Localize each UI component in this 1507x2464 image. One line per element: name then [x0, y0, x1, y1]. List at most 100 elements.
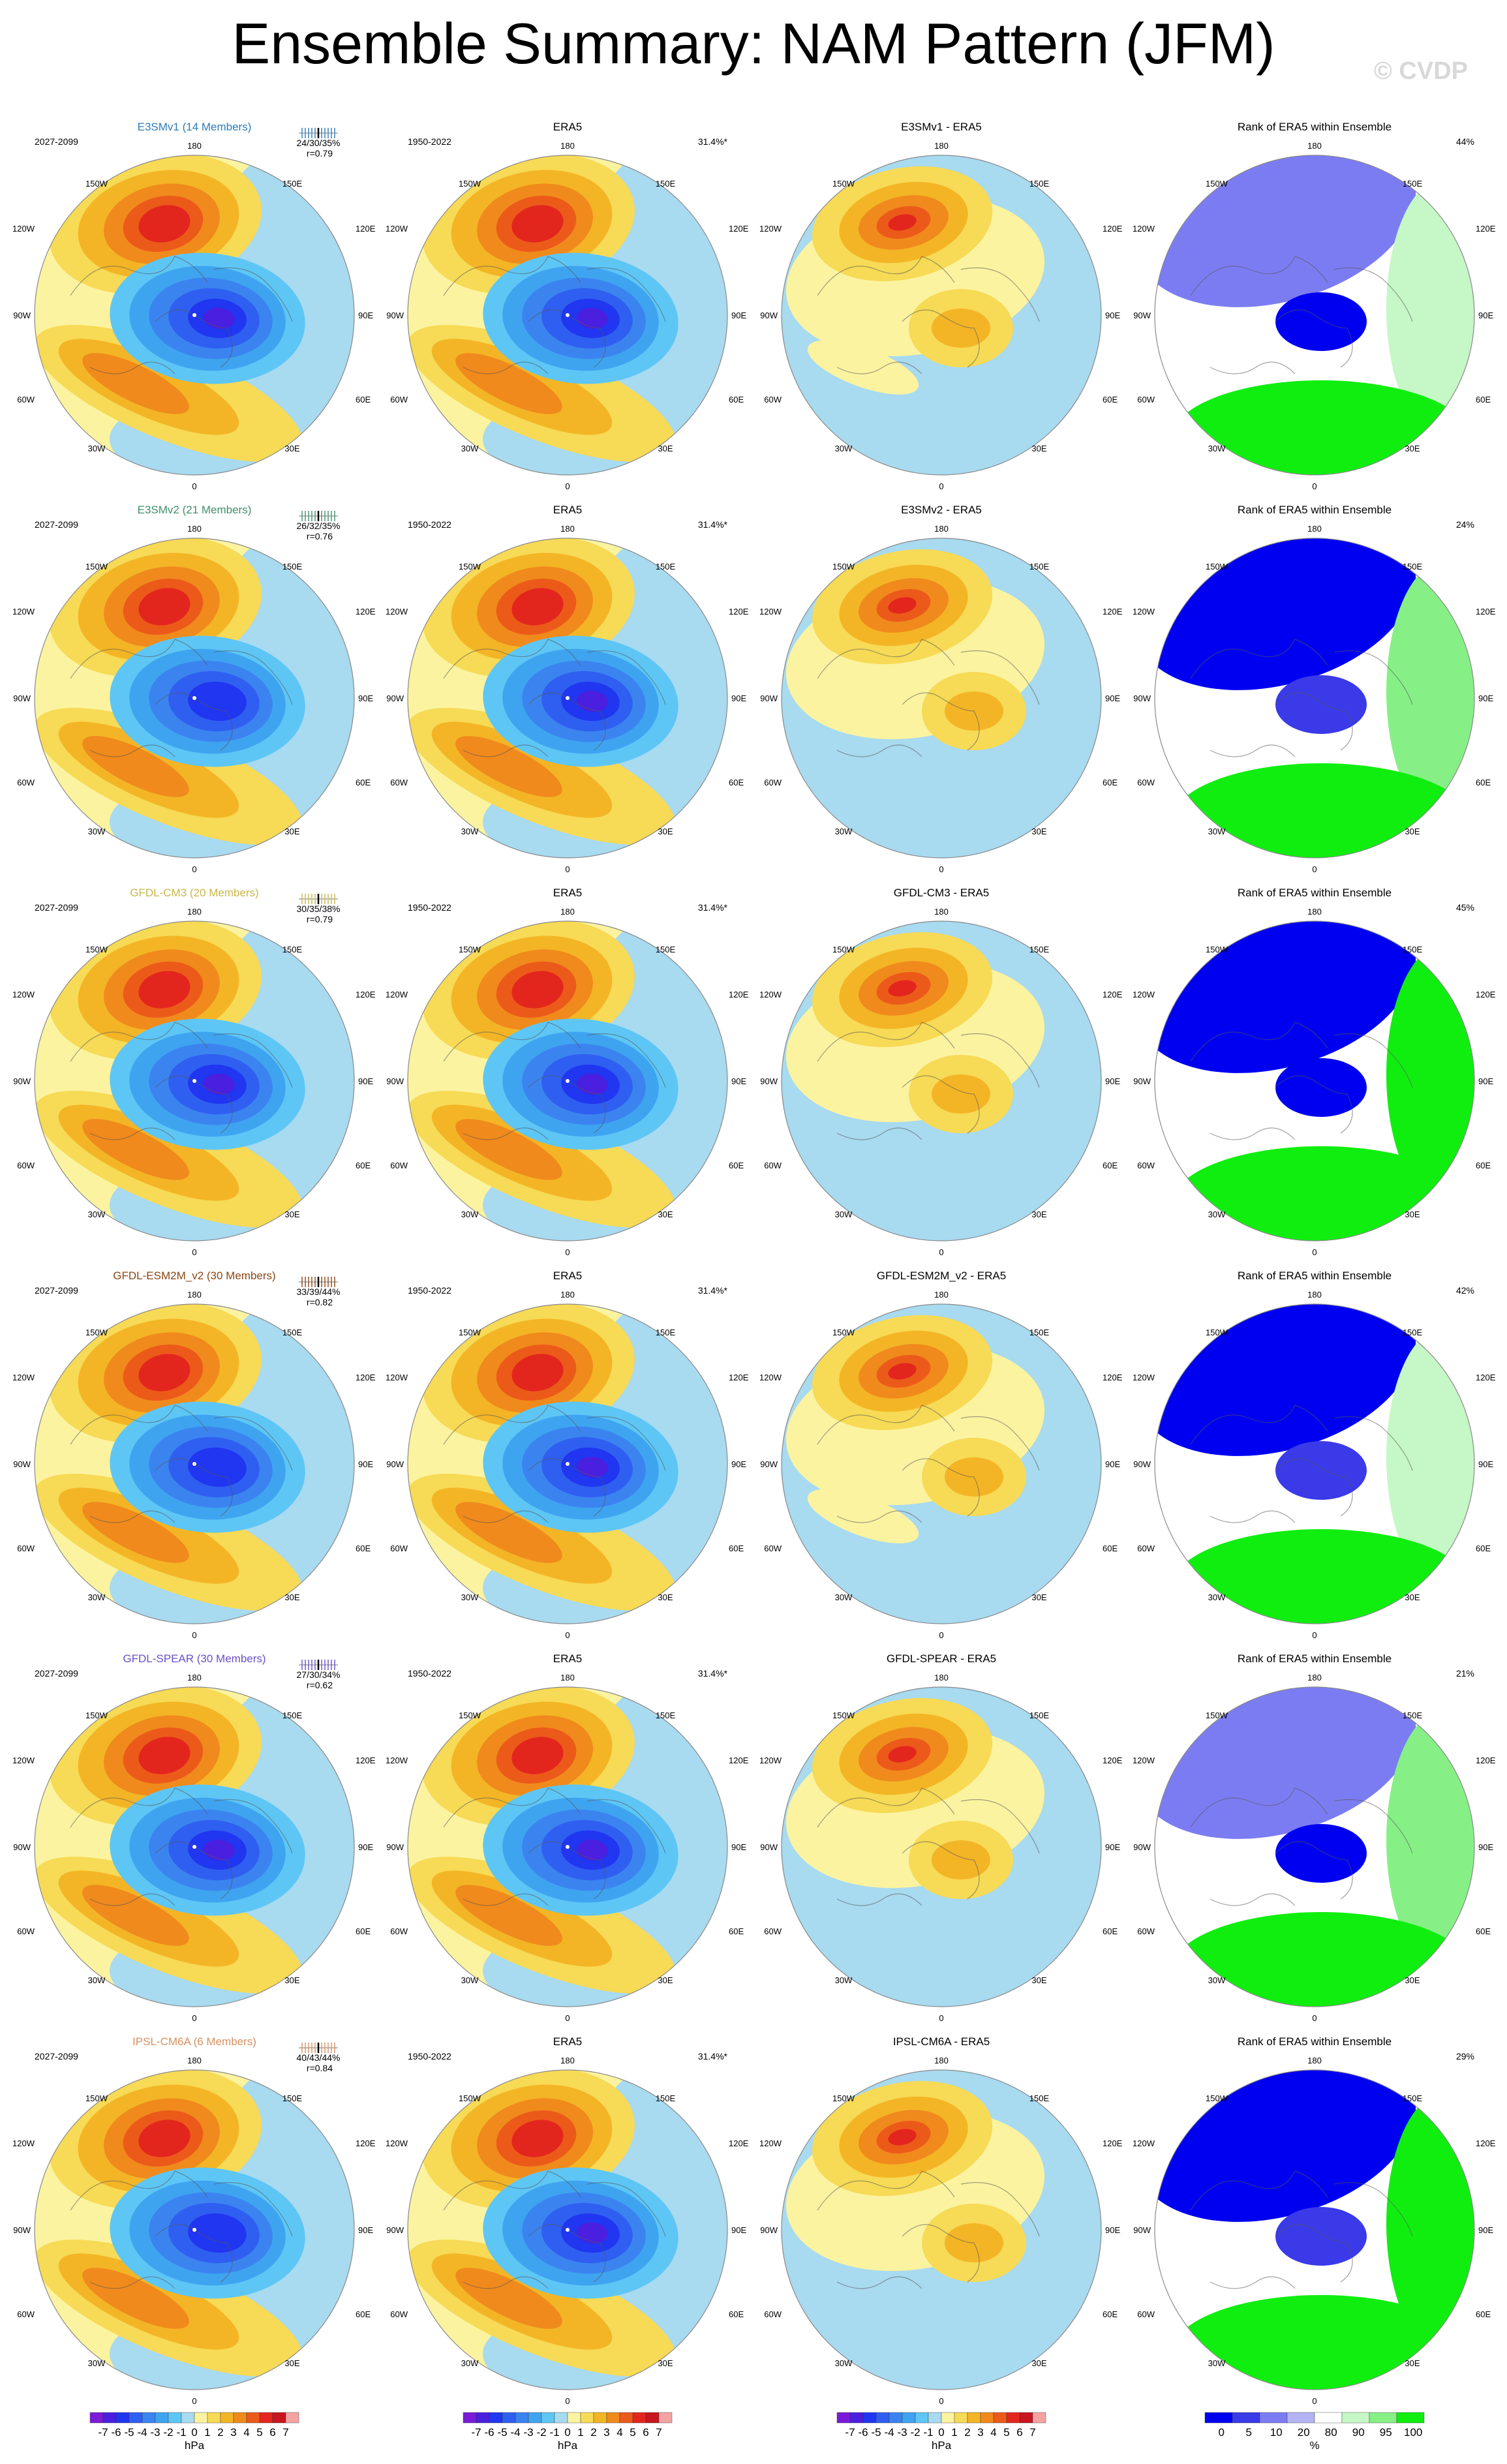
lon-label-120w: 120W [12, 2138, 35, 2148]
obs-period: 1950-2022 [408, 519, 451, 530]
model-title: IPSL-CM6A (6 Members) [132, 2035, 256, 2048]
obs-panel: ERA5 1950-2022 31.4%* 180 0 150W 150E 120W 120E 9… [386, 2035, 749, 2406]
model-period: 2027-2099 [35, 2051, 78, 2061]
lon-label-30w: 30W [461, 444, 479, 453]
colorbar-swatch [515, 2412, 529, 2424]
lon-label-120e: 120E [356, 1373, 376, 1382]
rank-central-region [1275, 1058, 1367, 1117]
lon-label-0: 0 [1312, 1630, 1317, 1640]
lon-label-30w: 30W [1208, 2358, 1226, 2368]
lon-label-90e: 90E [731, 1459, 746, 1469]
colorbar-swatch [259, 2412, 273, 2424]
rank-colorbar-swatch [1232, 2412, 1260, 2424]
model-period: 2027-2099 [35, 136, 78, 147]
lon-label-120e: 120E [1103, 1373, 1123, 1382]
rank-title: Rank of ERA5 within Ensemble [1238, 2035, 1392, 2048]
lon-label-90w: 90W [13, 693, 31, 703]
colorbar-label: 1 [204, 2426, 210, 2439]
lon-label-180: 180 [1307, 141, 1322, 151]
rank-title: Rank of ERA5 within Ensemble [1238, 1270, 1392, 1282]
colorbar-swatch [606, 2412, 620, 2424]
lon-label-0: 0 [1312, 1247, 1317, 1257]
lon-label-120e: 120E [729, 1373, 749, 1382]
model-period: 2027-2099 [35, 519, 78, 530]
rank-colorbar-label: 80 [1325, 2426, 1337, 2439]
lon-label-60w: 60W [1137, 1544, 1155, 1553]
obs-period: 1950-2022 [408, 136, 451, 147]
lon-label-120e: 120E [1476, 2138, 1496, 2148]
model-period: 2027-2099 [35, 902, 78, 913]
lon-label-120w: 120W [1133, 1373, 1155, 1382]
colorbar-label: 0 [191, 2426, 197, 2439]
lon-label-180: 180 [560, 524, 575, 534]
lon-label-150e: 150E [656, 1711, 676, 1720]
rank-panel: Rank of ERA5 within Ensemble 42% 180 0 150W 1… [1133, 1270, 1496, 1640]
lon-label-90w: 90W [386, 693, 404, 703]
colorbar-label: 1 [577, 2426, 583, 2439]
lon-label-180: 180 [560, 2056, 575, 2065]
colorbar-swatch [541, 2412, 555, 2424]
rank-right-region [1386, 1710, 1474, 1971]
lon-label-0: 0 [565, 2396, 570, 2406]
obs-panel: ERA5 1950-2022 31.4%* 180 0 150W 150E 120W 120E 9… [386, 887, 749, 1257]
rank-colorbar-unit: % [1309, 2439, 1319, 2452]
colorbar-swatch [194, 2412, 208, 2424]
rank-right-region [1386, 1327, 1474, 1588]
colorbar-label: 6 [643, 2426, 648, 2439]
lon-label-90w: 90W [760, 1076, 778, 1086]
lon-label-180: 180 [934, 2056, 949, 2065]
model-correlation: r=0.79 [307, 914, 333, 924]
colorbar-label: 2 [590, 2426, 596, 2439]
lon-label-90w: 90W [13, 1842, 31, 1852]
lon-label-30e: 30E [1031, 1975, 1046, 1985]
colorbar-label: -6 [858, 2426, 868, 2439]
rank-lower-region [1171, 1529, 1471, 1624]
map-border [1154, 538, 1475, 859]
colorbar-unit: hPa [185, 2439, 205, 2452]
hpa-colorbar: -7 -6 -5 -4 -3 -2 -1 0 1 2 3 4 5 6 7 hPa [89, 2412, 299, 2452]
model-panel: IPSL-CM6A (6 Members) 2027-2099 40/43/44%r… [12, 2035, 376, 2406]
lon-label-30e: 30E [1031, 444, 1046, 453]
rank-colorbar: 0 5 10 20 80 90 95 100% [1204, 2412, 1425, 2452]
model-panel: E3SMv1 (14 Members) 2027-2099 24/30/35%r=0… [12, 121, 376, 491]
lon-label-30e: 30E [284, 1592, 299, 1602]
colorbar-label: 4 [616, 2426, 622, 2439]
lon-label-90e: 90E [358, 1842, 373, 1852]
colorbar-label: -4 [510, 2426, 520, 2439]
map-border [781, 920, 1102, 1241]
lon-label-60w: 60W [17, 2309, 35, 2319]
lon-label-30e: 30E [658, 2358, 673, 2368]
colorbar-swatch [1019, 2412, 1033, 2424]
colorbar-swatch [954, 2412, 968, 2424]
colorbar-label: -4 [137, 2426, 147, 2439]
rank-right-region [1386, 178, 1474, 439]
colorbar-label: -6 [111, 2426, 121, 2439]
obs-variance: 31.4%* [698, 136, 728, 147]
lon-label-0: 0 [192, 2013, 196, 2023]
lon-label-60e: 60E [729, 778, 744, 787]
colorbar-label: -4 [884, 2426, 894, 2439]
lon-label-60e: 60E [356, 395, 371, 404]
lon-label-30w: 30W [88, 827, 106, 836]
colorbar-unit: hPa [558, 2439, 578, 2452]
lon-label-150w: 150W [1206, 2093, 1228, 2103]
lon-label-90w: 90W [13, 1076, 31, 1086]
lon-label-120e: 120E [356, 607, 376, 616]
lon-label-150e: 150E [1029, 945, 1050, 954]
lon-label-180: 180 [187, 907, 202, 917]
model-stats: 30/35/38% [297, 904, 341, 914]
lon-label-60w: 60W [1137, 1926, 1155, 1936]
lon-label-120w: 120W [386, 607, 408, 616]
colorbar-swatch [168, 2412, 182, 2424]
colorbar-label: 5 [630, 2426, 635, 2439]
difference-title: GFDL-CM3 - ERA5 [894, 887, 989, 899]
lon-label-0: 0 [565, 1247, 570, 1257]
panel-row: E3SMv1 (14 Members) 2027-2099 24/30/35%r=0… [12, 121, 1496, 491]
lon-label-180: 180 [187, 524, 202, 534]
colorbar-label: -5 [124, 2426, 134, 2439]
map-border [781, 538, 1102, 859]
colorbar-label: 3 [977, 2426, 983, 2439]
lon-label-150w: 150W [85, 945, 108, 954]
colorbar-swatch [593, 2412, 607, 2424]
rank-colorbar-swatch [1259, 2412, 1288, 2424]
